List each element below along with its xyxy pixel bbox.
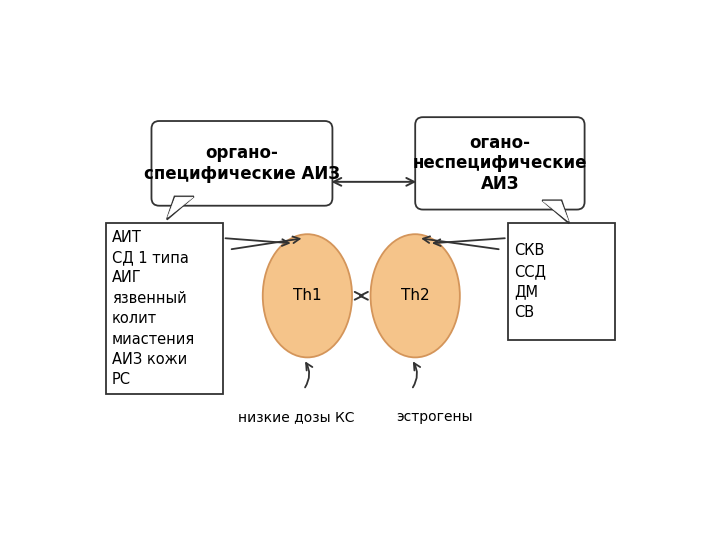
Text: эстрогены: эстрогены xyxy=(396,410,473,424)
Bar xyxy=(508,222,616,340)
Polygon shape xyxy=(167,197,194,220)
Text: СКВ
ССД
ДМ
СВ: СКВ ССД ДМ СВ xyxy=(514,244,546,320)
FancyBboxPatch shape xyxy=(151,121,333,206)
Text: низкие дозы КС: низкие дозы КС xyxy=(238,410,354,424)
Ellipse shape xyxy=(371,234,460,357)
Text: органо-
специфические АИЗ: органо- специфические АИЗ xyxy=(144,144,340,183)
Text: Th2: Th2 xyxy=(401,288,430,303)
Ellipse shape xyxy=(263,234,352,357)
Text: АИТ
СД 1 типа
АИГ
язвенный
колит
миастения
АИЗ кожи
РС: АИТ СД 1 типа АИГ язвенный колит миастен… xyxy=(112,230,195,387)
Text: Th1: Th1 xyxy=(293,288,322,303)
FancyBboxPatch shape xyxy=(415,117,585,210)
Polygon shape xyxy=(542,200,570,224)
Polygon shape xyxy=(543,201,568,221)
Polygon shape xyxy=(168,197,193,217)
Bar xyxy=(106,222,222,394)
Text: огано-
неспецифические
АИЗ: огано- неспецифические АИЗ xyxy=(413,133,587,193)
